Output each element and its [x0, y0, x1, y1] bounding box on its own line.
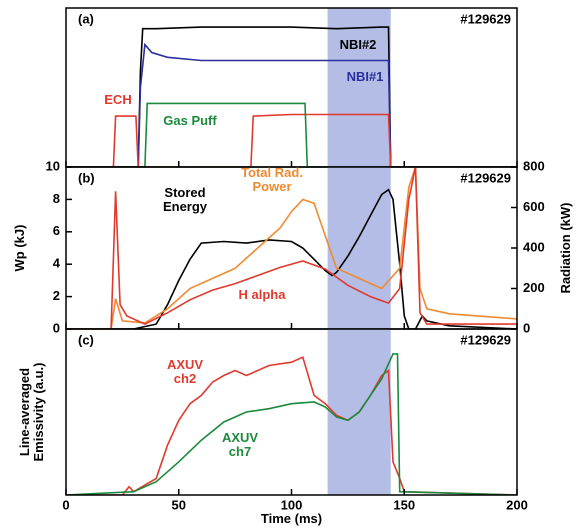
- series-line: [66, 42, 517, 167]
- series-label: NBI#2: [339, 37, 377, 52]
- panel-label: (c): [78, 332, 94, 347]
- y-tick-label: 0: [53, 320, 60, 335]
- highlight-band: [327, 8, 391, 167]
- highlight-band: [327, 167, 391, 329]
- series-line: [66, 356, 517, 495]
- series-label: ECH: [104, 92, 132, 107]
- y-tick-label: 10: [46, 158, 60, 173]
- y2-tick-label: 600: [523, 199, 545, 214]
- series-line: [66, 113, 517, 167]
- y2-tick-label: 0: [523, 320, 530, 335]
- y2-axis-title: Radiation (kW): [558, 202, 573, 294]
- y2-tick-label: 800: [523, 158, 545, 173]
- series-label: AXUV ch2: [166, 357, 204, 386]
- y2-tick-label: 400: [523, 239, 545, 254]
- series-label: NBI#1: [346, 69, 384, 84]
- x-axis-title: Time (ms): [260, 511, 323, 526]
- series-label: Total Rad. Power: [241, 165, 303, 194]
- panel-frame: [65, 328, 518, 496]
- panel-frame: [65, 7, 518, 168]
- x-tick-label: 200: [506, 497, 528, 512]
- series-label: Stored Energy: [162, 185, 208, 214]
- series-line: [66, 353, 517, 495]
- series-label: Gas Puff: [163, 113, 217, 128]
- panel-label: (b): [78, 170, 95, 185]
- series-line: [66, 188, 517, 329]
- y-tick-label: 6: [53, 223, 60, 238]
- y-tick-label: 2: [53, 288, 60, 303]
- series-line: [66, 26, 517, 167]
- series-label: H alpha: [238, 287, 286, 302]
- series-line: [66, 167, 517, 329]
- series-line: [66, 167, 517, 329]
- annotation: #129629: [460, 170, 511, 185]
- x-tick-label: 150: [393, 497, 415, 512]
- y-axis-title: Line-averaged Emissivity (a.u.): [17, 362, 46, 462]
- y-tick-label: 8: [53, 191, 60, 206]
- panel-label: (a): [78, 11, 94, 26]
- x-tick-label: 100: [281, 497, 303, 512]
- y-axis-title: Wp (kJ): [12, 224, 27, 272]
- series-label: AXUV ch7: [221, 430, 259, 459]
- y-tick-label: 4: [53, 256, 61, 271]
- annotation: #129629: [460, 332, 511, 347]
- annotation: #129629: [460, 11, 511, 26]
- series-line: [66, 102, 517, 167]
- x-tick-label: 50: [172, 497, 186, 512]
- x-tick-label: 0: [62, 497, 69, 512]
- y2-tick-label: 200: [523, 280, 545, 295]
